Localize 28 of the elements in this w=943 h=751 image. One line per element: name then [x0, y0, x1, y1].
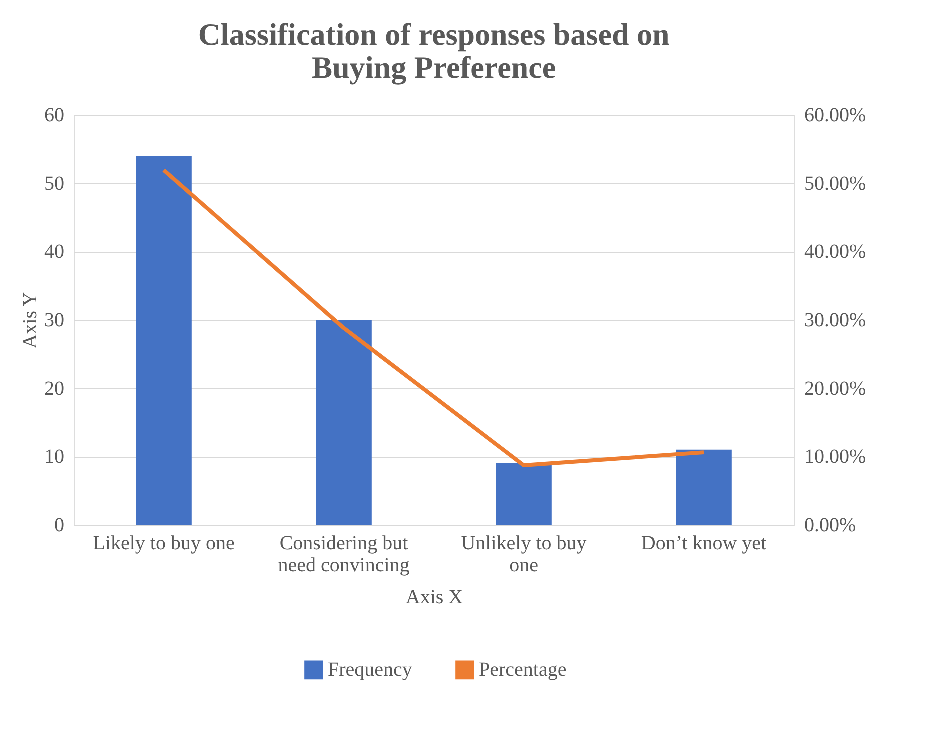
x-tick-label: Likely to buy one	[93, 532, 235, 554]
x-tick-label: Considering but need convincing	[278, 532, 410, 576]
y-tick-label: 0	[54, 514, 64, 536]
y2-tick-label: 50.00%	[804, 172, 866, 195]
y2-tick-label: 20.00%	[804, 378, 866, 400]
y2-tick-label: 0.00%	[804, 514, 856, 536]
x-tick-label: Unlikely to buy one	[461, 532, 587, 576]
y2-tick-label: 60.00%	[804, 104, 866, 126]
chart-title: Classification of responses based on Buying Preference	[198, 17, 670, 85]
y-tick-label: 50	[44, 172, 64, 195]
bar	[136, 156, 192, 525]
y-tick-label: 30	[44, 310, 64, 332]
legend-label: Frequency	[328, 659, 412, 682]
x-axis-title: Axis X	[406, 586, 464, 608]
y-tick-label: 20	[44, 378, 64, 400]
bar	[676, 450, 732, 525]
x-tick-label: Don’t know yet	[641, 532, 768, 554]
y2-tick-label: 10.00%	[804, 446, 866, 468]
y2-tick-label: 40.00%	[804, 241, 866, 264]
y2-tick-label: 30.00%	[804, 310, 866, 332]
y-axis-title: Axis Y	[20, 292, 42, 349]
bar	[496, 464, 552, 525]
y-tick-label: 10	[44, 446, 64, 468]
y-tick-label: 40	[44, 241, 64, 264]
bar	[316, 320, 372, 525]
line-series	[162, 168, 706, 468]
y-tick-label: 60	[44, 104, 64, 126]
legend-label: Percentage	[479, 659, 567, 682]
